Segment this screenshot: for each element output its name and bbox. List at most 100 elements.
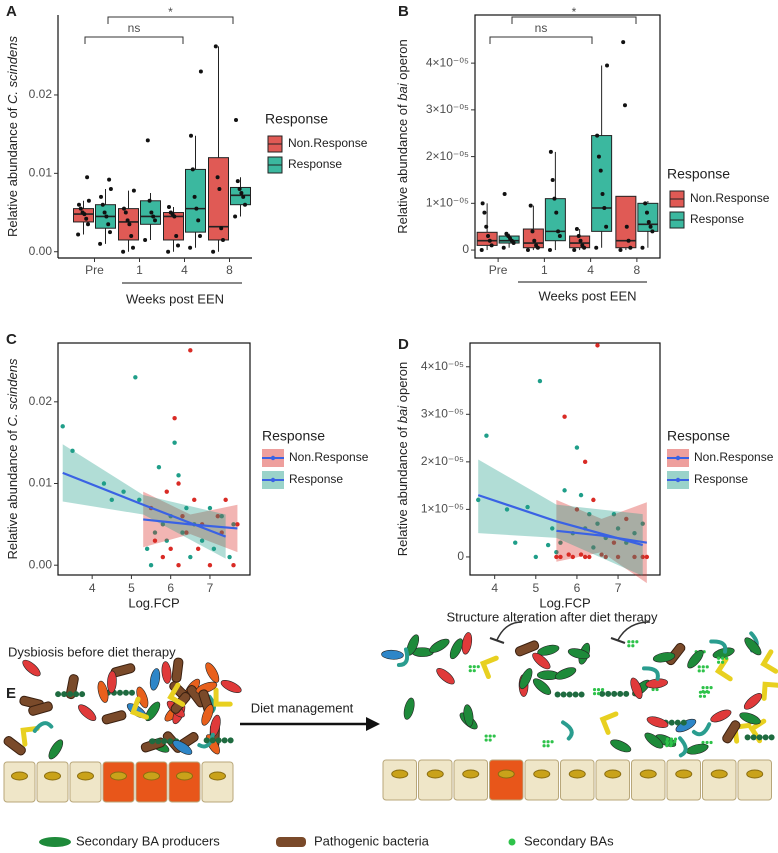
point — [86, 198, 91, 203]
secondary-ba — [596, 692, 601, 696]
epithelial-cell — [453, 759, 488, 801]
secondary-ba — [706, 690, 711, 694]
point — [125, 218, 130, 223]
bacterium — [20, 725, 40, 747]
point — [595, 521, 600, 526]
bacterium — [209, 737, 216, 744]
bacterium — [691, 722, 712, 737]
bacterium — [674, 719, 681, 726]
legend-label: Non.Response — [694, 450, 774, 464]
bacterium — [461, 632, 473, 655]
legend-label: Response — [690, 212, 744, 226]
y-axis-label: Relative abundance of bai operon — [395, 362, 410, 556]
bacterium — [61, 691, 68, 698]
bacterium — [709, 639, 728, 654]
x-tick-label: 4 — [89, 581, 96, 595]
bacterium — [101, 710, 127, 725]
point — [176, 473, 181, 478]
bacterium — [429, 638, 450, 653]
point — [550, 177, 555, 182]
point — [85, 175, 90, 180]
point — [149, 210, 154, 215]
point — [192, 194, 197, 199]
bacterium — [611, 690, 618, 697]
point — [167, 205, 171, 210]
secondary-ba — [698, 690, 703, 694]
nucleus — [11, 771, 28, 781]
significance-bracket — [489, 36, 593, 44]
secondary-ba — [716, 656, 721, 660]
point — [76, 232, 81, 237]
bacterium — [554, 667, 577, 680]
bacterium — [479, 655, 499, 680]
epithelial-cell — [3, 761, 36, 803]
y-tick-label: 0.00 — [29, 557, 53, 571]
epithelial-cell — [595, 759, 630, 801]
point — [195, 546, 201, 552]
significance-label: ns — [128, 21, 141, 35]
secondary-ba — [720, 656, 725, 660]
point — [221, 237, 225, 242]
point — [211, 249, 216, 254]
point — [502, 191, 507, 196]
chart: D 0 1×10⁻⁰⁵ 2×10⁻⁰⁵ 3×10⁻⁰⁵ 4×10⁻⁰⁵ Relative a… — [395, 336, 773, 610]
x-axis-label: Weeks post EEN — [126, 291, 224, 306]
confidence-band — [62, 444, 226, 559]
significance-bracket — [107, 16, 234, 24]
point — [537, 378, 543, 384]
point — [611, 540, 617, 545]
bacterium — [744, 734, 751, 741]
point — [484, 224, 489, 229]
point — [123, 210, 128, 215]
nucleus — [675, 769, 693, 779]
nucleus — [77, 771, 94, 781]
secondary-ba — [705, 740, 709, 745]
point — [237, 187, 242, 192]
bacterium — [149, 668, 161, 691]
bacterium — [537, 644, 560, 656]
secondary-ba — [592, 692, 597, 696]
point — [152, 530, 158, 535]
epithelial-cell — [702, 759, 737, 801]
bacterium — [130, 696, 150, 720]
bacterium — [67, 691, 74, 698]
bacterium — [161, 738, 168, 745]
chart: B 0 1×10⁻⁰⁵ 2×10⁻⁰⁵ 3×10⁻⁰⁵ 4×10⁻⁰⁵ Relative a… — [395, 3, 769, 303]
point — [121, 249, 126, 254]
bacterium — [599, 690, 606, 697]
point — [234, 118, 238, 123]
inhibition-bar — [489, 637, 505, 644]
arrow-label: Diet management — [251, 700, 354, 715]
point — [101, 481, 107, 486]
point — [600, 191, 605, 196]
nucleus — [176, 771, 193, 781]
secondary-ba — [492, 734, 496, 738]
point — [80, 210, 85, 215]
bacterium — [403, 697, 415, 720]
arrow-head — [366, 717, 380, 731]
nucleus — [533, 769, 551, 779]
point — [144, 546, 150, 552]
point — [578, 552, 584, 557]
secondary-ba — [701, 740, 705, 745]
point — [151, 214, 156, 219]
point — [109, 497, 114, 503]
secondary-ba — [702, 694, 707, 698]
bacterium — [55, 691, 62, 698]
epithelial-cell — [418, 759, 453, 801]
point — [640, 245, 645, 250]
point — [233, 214, 238, 219]
x-tick-label: 4 — [491, 581, 498, 595]
point — [594, 245, 599, 250]
nucleus — [710, 769, 728, 779]
significance-label: * — [168, 5, 173, 19]
point — [578, 492, 584, 498]
secondary-ba — [542, 740, 546, 744]
bacterium — [78, 704, 97, 721]
point — [77, 202, 81, 207]
point — [489, 243, 494, 248]
point — [188, 245, 193, 250]
bacterium — [532, 652, 551, 670]
nucleus — [44, 771, 61, 781]
point — [235, 522, 240, 527]
